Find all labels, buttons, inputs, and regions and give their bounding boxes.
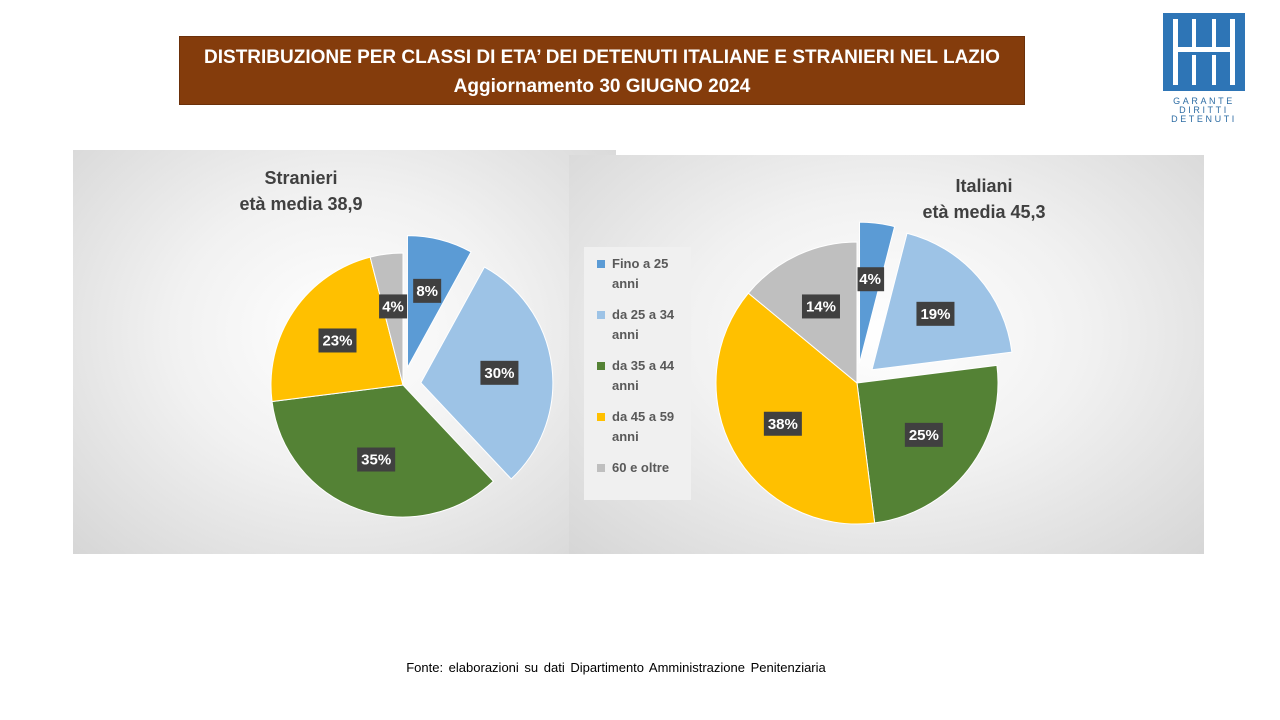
pie-chart-stranieri: 8% 30% 35% 23% 4% (270, 235, 554, 518)
data-label-text-25-34-italiani: 19% (920, 306, 950, 323)
logo-line-3: DETENUTI (1171, 114, 1237, 124)
garante-logo-text: GARANTE DIRITTI DETENUTI (1163, 97, 1245, 124)
chart-title-italiani-name: Italiani (955, 176, 1013, 196)
data-label-45-59-italiani: 38% (763, 411, 802, 436)
data-label-box-25-34-stranieri (480, 360, 519, 385)
legend-swatch-45-59 (597, 413, 605, 421)
data-label-box-25-34-italiani (916, 301, 955, 326)
legend-swatch-60-oltre (597, 464, 605, 472)
data-label-box-35-44-stranieri (357, 447, 396, 472)
data-label-box-fino-25-stranieri (413, 278, 442, 303)
legend-label-25-34: da 25 a 34 anni (612, 307, 675, 342)
legend-label-35-44: da 35 a 44 anni (612, 358, 675, 393)
legend-swatch-25-34 (597, 311, 605, 319)
data-label-text-fino-25-stranieri: 8% (416, 283, 438, 300)
legend-label-60-oltre: 60 e oltre (612, 460, 670, 475)
data-label-text-fino-25-italiani: 4% (859, 271, 881, 288)
data-label-box-fino-25-italiani (856, 267, 885, 292)
chart-panel-stranieri: Stranieri età media 38,9 8% 30% 35% 23% 4% (73, 150, 616, 554)
data-label-box-60-oltre-italiani (801, 294, 840, 319)
title-update: Aggiornamento 30 GIUGNO 2024 (453, 76, 751, 97)
pie-slice-60-oltre-stranieri (369, 252, 404, 386)
data-label-box-45-59-stranieri (318, 328, 357, 353)
data-label-text-45-59-italiani: 38% (768, 416, 798, 433)
legend-item-60-oltre: 60 e oltre (597, 458, 685, 478)
data-label-45-59-stranieri: 23% (318, 328, 357, 353)
data-label-text-35-44-italiani: 25% (909, 427, 939, 444)
title-box: DISTRIBUZIONE PER CLASSI DI ETA’ DEI DET… (179, 36, 1025, 105)
data-label-text-35-44-stranieri: 35% (361, 452, 391, 469)
chart-title-stranieri: Stranieri età media 38,9 (216, 165, 386, 217)
chart-title-italiani: Italiani età media 45,3 (884, 173, 1084, 225)
pie-chart-italiani: 4% 19% 25% 38% 14% (715, 221, 1013, 525)
legend-item-35-44: da 35 a 44 anni (597, 356, 685, 396)
data-label-25-34-italiani: 19% (916, 301, 955, 326)
data-label-text-60-oltre-stranieri: 4% (382, 298, 404, 315)
data-label-fino-25-italiani: 4% (856, 267, 885, 292)
chart-title-stranieri-name: Stranieri (264, 168, 338, 188)
data-label-60-oltre-stranieri: 4% (379, 294, 408, 319)
data-label-25-34-stranieri: 30% (480, 360, 519, 385)
data-label-fino-25-stranieri: 8% (413, 278, 442, 303)
data-label-text-60-oltre-italiani: 14% (806, 298, 836, 315)
data-label-35-44-stranieri: 35% (357, 447, 396, 472)
chart-legend: Fino a 25 anni da 25 a 34 anni da 35 a 4… (584, 247, 691, 500)
title-main: DISTRIBUZIONE PER CLASSI DI ETA’ DEI DET… (204, 47, 1000, 68)
logo-line-1: GARANTE (1173, 96, 1235, 106)
data-label-text-25-34-stranieri: 30% (484, 365, 514, 382)
pie-slice-fino-25-italiani (859, 221, 896, 364)
data-label-box-60-oltre-stranieri (379, 294, 408, 319)
chart-subtitle-italiani: età media 45,3 (922, 202, 1046, 222)
data-label-text-45-59-stranieri: 23% (322, 332, 352, 349)
data-label-box-35-44-italiani (904, 422, 943, 447)
legend-item-45-59: da 45 a 59 anni (597, 407, 685, 447)
logo-line-2: DIRITTI (1179, 105, 1229, 115)
legend-label-fino-25: Fino a 25 anni (612, 256, 669, 291)
legend-label-45-59: da 45 a 59 anni (612, 409, 675, 444)
pie-slice-45-59-italiani (715, 292, 876, 525)
data-label-35-44-italiani: 25% (904, 422, 943, 447)
legend-swatch-fino-25 (597, 260, 605, 268)
legend-item-fino-25: Fino a 25 anni (597, 254, 685, 294)
legend-item-25-34: da 25 a 34 anni (597, 305, 685, 345)
garante-logo: GARANTE DIRITTI DETENUTI (1163, 13, 1245, 128)
pie-slice-25-34-italiani (871, 232, 1013, 371)
legend-swatch-35-44 (597, 362, 605, 370)
data-label-60-oltre-italiani: 14% (801, 294, 840, 319)
garante-logo-mark (1163, 13, 1245, 91)
data-label-box-45-59-italiani (763, 411, 802, 436)
source-note: Fonte: elaborazioni su dati Dipartimento… (406, 660, 826, 675)
chart-subtitle-stranieri: età media 38,9 (239, 194, 363, 214)
